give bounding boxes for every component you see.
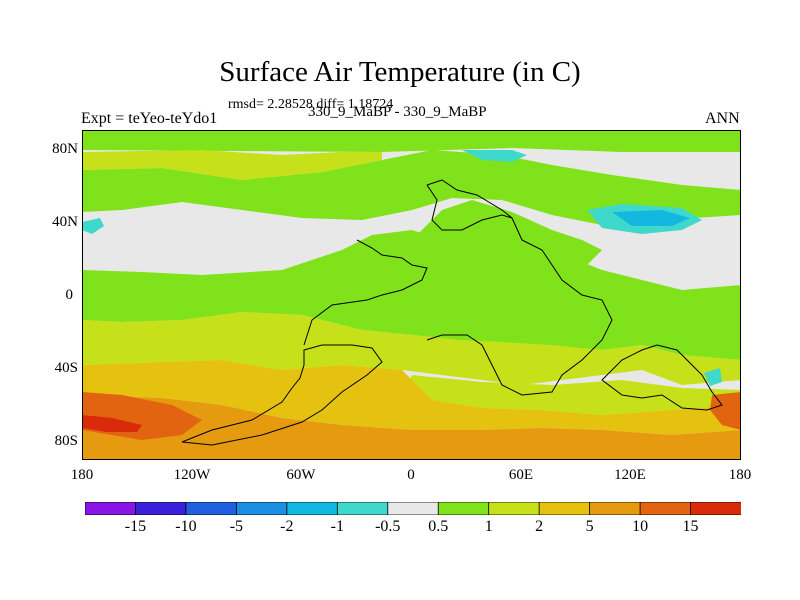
- colorbar-swatch: [235, 502, 288, 515]
- y-tick-label: 40N: [52, 214, 78, 230]
- field-cyan-north: [462, 150, 527, 162]
- x-tick-label: 120E: [614, 467, 646, 483]
- colorbar-swatch: [589, 502, 641, 515]
- x-tick-label: 60W: [286, 467, 316, 483]
- colorbar-swatch: [135, 502, 187, 515]
- outline-eurasia: [426, 179, 613, 396]
- colorbar-swatch: [639, 502, 692, 515]
- colorbar-label: 15: [682, 518, 699, 535]
- outline-australia: [601, 344, 723, 411]
- continent-outline: [181, 179, 723, 446]
- colorbar-swatch: [336, 502, 389, 515]
- experiment-label: Expt = teYeo-teYdo1: [81, 110, 218, 127]
- colorbar-swatch: [488, 502, 541, 515]
- field-yellowgreen-north: [82, 150, 382, 180]
- colorbar-label: -2: [280, 518, 294, 535]
- colorbar-label: -0.5: [375, 518, 401, 535]
- colorbar-label: -1: [330, 518, 344, 535]
- field-blue-east: [612, 210, 690, 226]
- colorbar-swatch: [85, 502, 137, 515]
- colorbar: [85, 502, 741, 515]
- x-tick-label: 180: [70, 467, 94, 483]
- field-orange-south: [82, 395, 741, 460]
- field-cyan-west: [82, 218, 104, 234]
- field-green-asia: [412, 200, 602, 280]
- colorbar-label: 0.5: [428, 518, 449, 535]
- field-yellowgreen-south: [82, 312, 741, 385]
- colorbar-label: -5: [229, 518, 244, 535]
- y-tick-label: 0: [65, 287, 74, 303]
- colorbar-swatch: [538, 502, 591, 515]
- y-tick-label: 40S: [54, 360, 78, 376]
- x-tick-label: 120W: [173, 467, 211, 483]
- field-yellow-south: [82, 360, 741, 435]
- field-green-band-50n: [82, 150, 741, 225]
- temperature-map: [82, 130, 741, 460]
- plot-frame: [82, 130, 741, 460]
- colorbar-label: 2: [535, 518, 544, 535]
- colorbar-label: -15: [124, 518, 147, 535]
- x-tick-label: 180: [728, 467, 752, 483]
- field-darkorange-se: [710, 392, 741, 430]
- outline-central: [303, 239, 428, 346]
- x-tick-label: 60E: [508, 467, 534, 483]
- period-label: 330_9_MaBP - 330_9_MaBP: [308, 104, 487, 120]
- field-red-south: [82, 415, 142, 432]
- colorbar-label: 5: [585, 518, 594, 535]
- season-label: ANN: [705, 110, 740, 127]
- field-green-north: [82, 130, 741, 152]
- outline-greenland: [426, 184, 513, 231]
- stats-label: rmsd= 2.28528 diff= 1.18724: [228, 97, 394, 112]
- colorbar-swatch: [387, 502, 440, 515]
- chart-title: Surface Air Temperature (in C): [219, 56, 581, 88]
- x-tick-label: 0: [407, 467, 415, 483]
- colorbar-swatch: [286, 502, 339, 515]
- colorbar-swatch: [437, 502, 490, 515]
- y-tick-label: 80S: [54, 433, 78, 449]
- field-yellowgreen-south2: [402, 375, 741, 415]
- colorbar-label: 1: [484, 518, 493, 535]
- outline-americas: [181, 344, 383, 446]
- field-cyan-se: [704, 368, 722, 386]
- y-tick-label: 80N: [52, 141, 78, 157]
- colorbar-label: -10: [175, 518, 197, 535]
- colorbar-swatch: [185, 502, 238, 515]
- colorbar-swatch: [690, 502, 741, 515]
- colorbar-label: 10: [632, 518, 649, 535]
